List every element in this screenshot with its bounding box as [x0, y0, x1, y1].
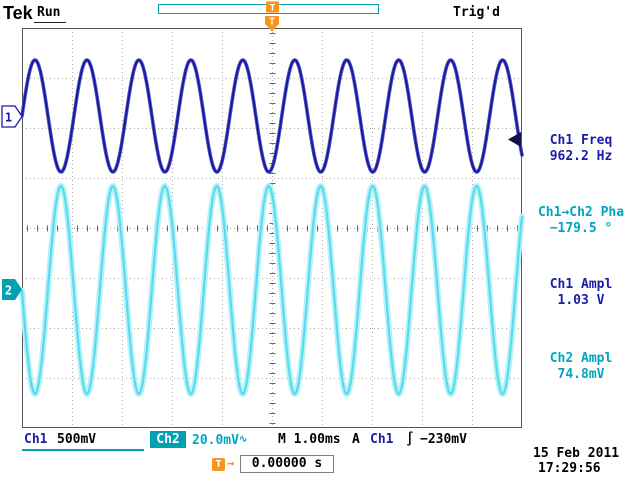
ch1-zero-marker[interactable]: 1	[1, 105, 23, 128]
waveform-traces	[19, 58, 525, 397]
ch1-selected-underline	[22, 449, 144, 451]
ch2-zero-marker-arrow[interactable]	[2, 279, 22, 300]
delay-trigger-icon: T	[212, 458, 225, 471]
trigger-status: Trig'd	[453, 5, 500, 20]
measurement-label: Ch1→Ch2 Pha	[537, 205, 625, 220]
measurement-ch1-ch2-phase: Ch1→Ch2 Pha −179.5 °	[524, 205, 638, 237]
trigger-level-arrow[interactable]	[508, 132, 521, 147]
waveform-ch1	[21, 59, 523, 173]
waveform-ch2	[19, 183, 525, 397]
measurement-value: 1.03 V	[557, 293, 605, 308]
measurement-value: 962.2 Hz	[549, 149, 613, 164]
ch1-scale-value[interactable]: 500mV	[57, 432, 97, 447]
date-display: 15 Feb 2011	[533, 446, 620, 461]
measurement-label: Ch2 Ampl	[549, 351, 613, 366]
tek-logo: Tek	[3, 3, 33, 23]
ch1-zero-marker-arrow[interactable]	[1, 105, 23, 128]
acquisition-status: Run	[37, 5, 61, 20]
timebase-readout[interactable]: M 1.00ms	[278, 432, 341, 447]
trigger-mode-prefix: A	[352, 432, 360, 447]
trigger-level-readout[interactable]: −230mV	[420, 432, 467, 447]
measurement-ch2-ampl: Ch2 Ampl 74.8mV	[524, 351, 638, 383]
ch2-zero-marker-number: 2	[5, 284, 12, 298]
delay-arrow-icon: →	[227, 456, 235, 470]
ch2-scale-text: 20.0mV	[192, 433, 239, 448]
trigger-source[interactable]: Ch1	[370, 432, 394, 447]
waveform-ch2	[20, 184, 524, 396]
measurement-ch1-ampl: Ch1 Ampl 1.03 V	[524, 277, 638, 309]
ac-coupling-icon: ∿	[238, 434, 248, 445]
measurement-value: −179.5 °	[549, 221, 613, 236]
measurement-label: Ch1 Freq	[549, 133, 613, 148]
trigger-position-pentagon[interactable]	[265, 16, 279, 32]
delay-time-box[interactable]: 0.00000 s	[240, 455, 334, 473]
ch1-zero-marker-number: 1	[5, 111, 12, 125]
trigger-slope-icon: ∫	[406, 432, 414, 447]
measurement-value: 74.8mV	[557, 367, 605, 382]
measurement-label: Ch1 Ampl	[549, 277, 613, 292]
trigger-position-letter: T	[269, 17, 275, 28]
ch2-scale-value[interactable]: 20.0mV∿	[192, 432, 247, 448]
trigger-record-marker-letter: T	[270, 4, 276, 14]
trigger-record-marker[interactable]: T	[266, 1, 279, 14]
delay-time-value: 0.00000 s	[251, 456, 323, 471]
ch1-scale-label[interactable]: Ch1	[24, 432, 48, 447]
ch2-scale-badge[interactable]: Ch2	[150, 431, 186, 448]
time-display: 17:29:56	[538, 461, 601, 476]
measurement-ch1-freq: Ch1 Freq 962.2 Hz	[524, 133, 638, 165]
ch2-zero-marker[interactable]: 2	[2, 279, 22, 300]
run-underline	[34, 22, 66, 23]
trigger-record-marker-box[interactable]	[266, 1, 279, 13]
trigger-position-marker[interactable]: T	[265, 16, 279, 32]
